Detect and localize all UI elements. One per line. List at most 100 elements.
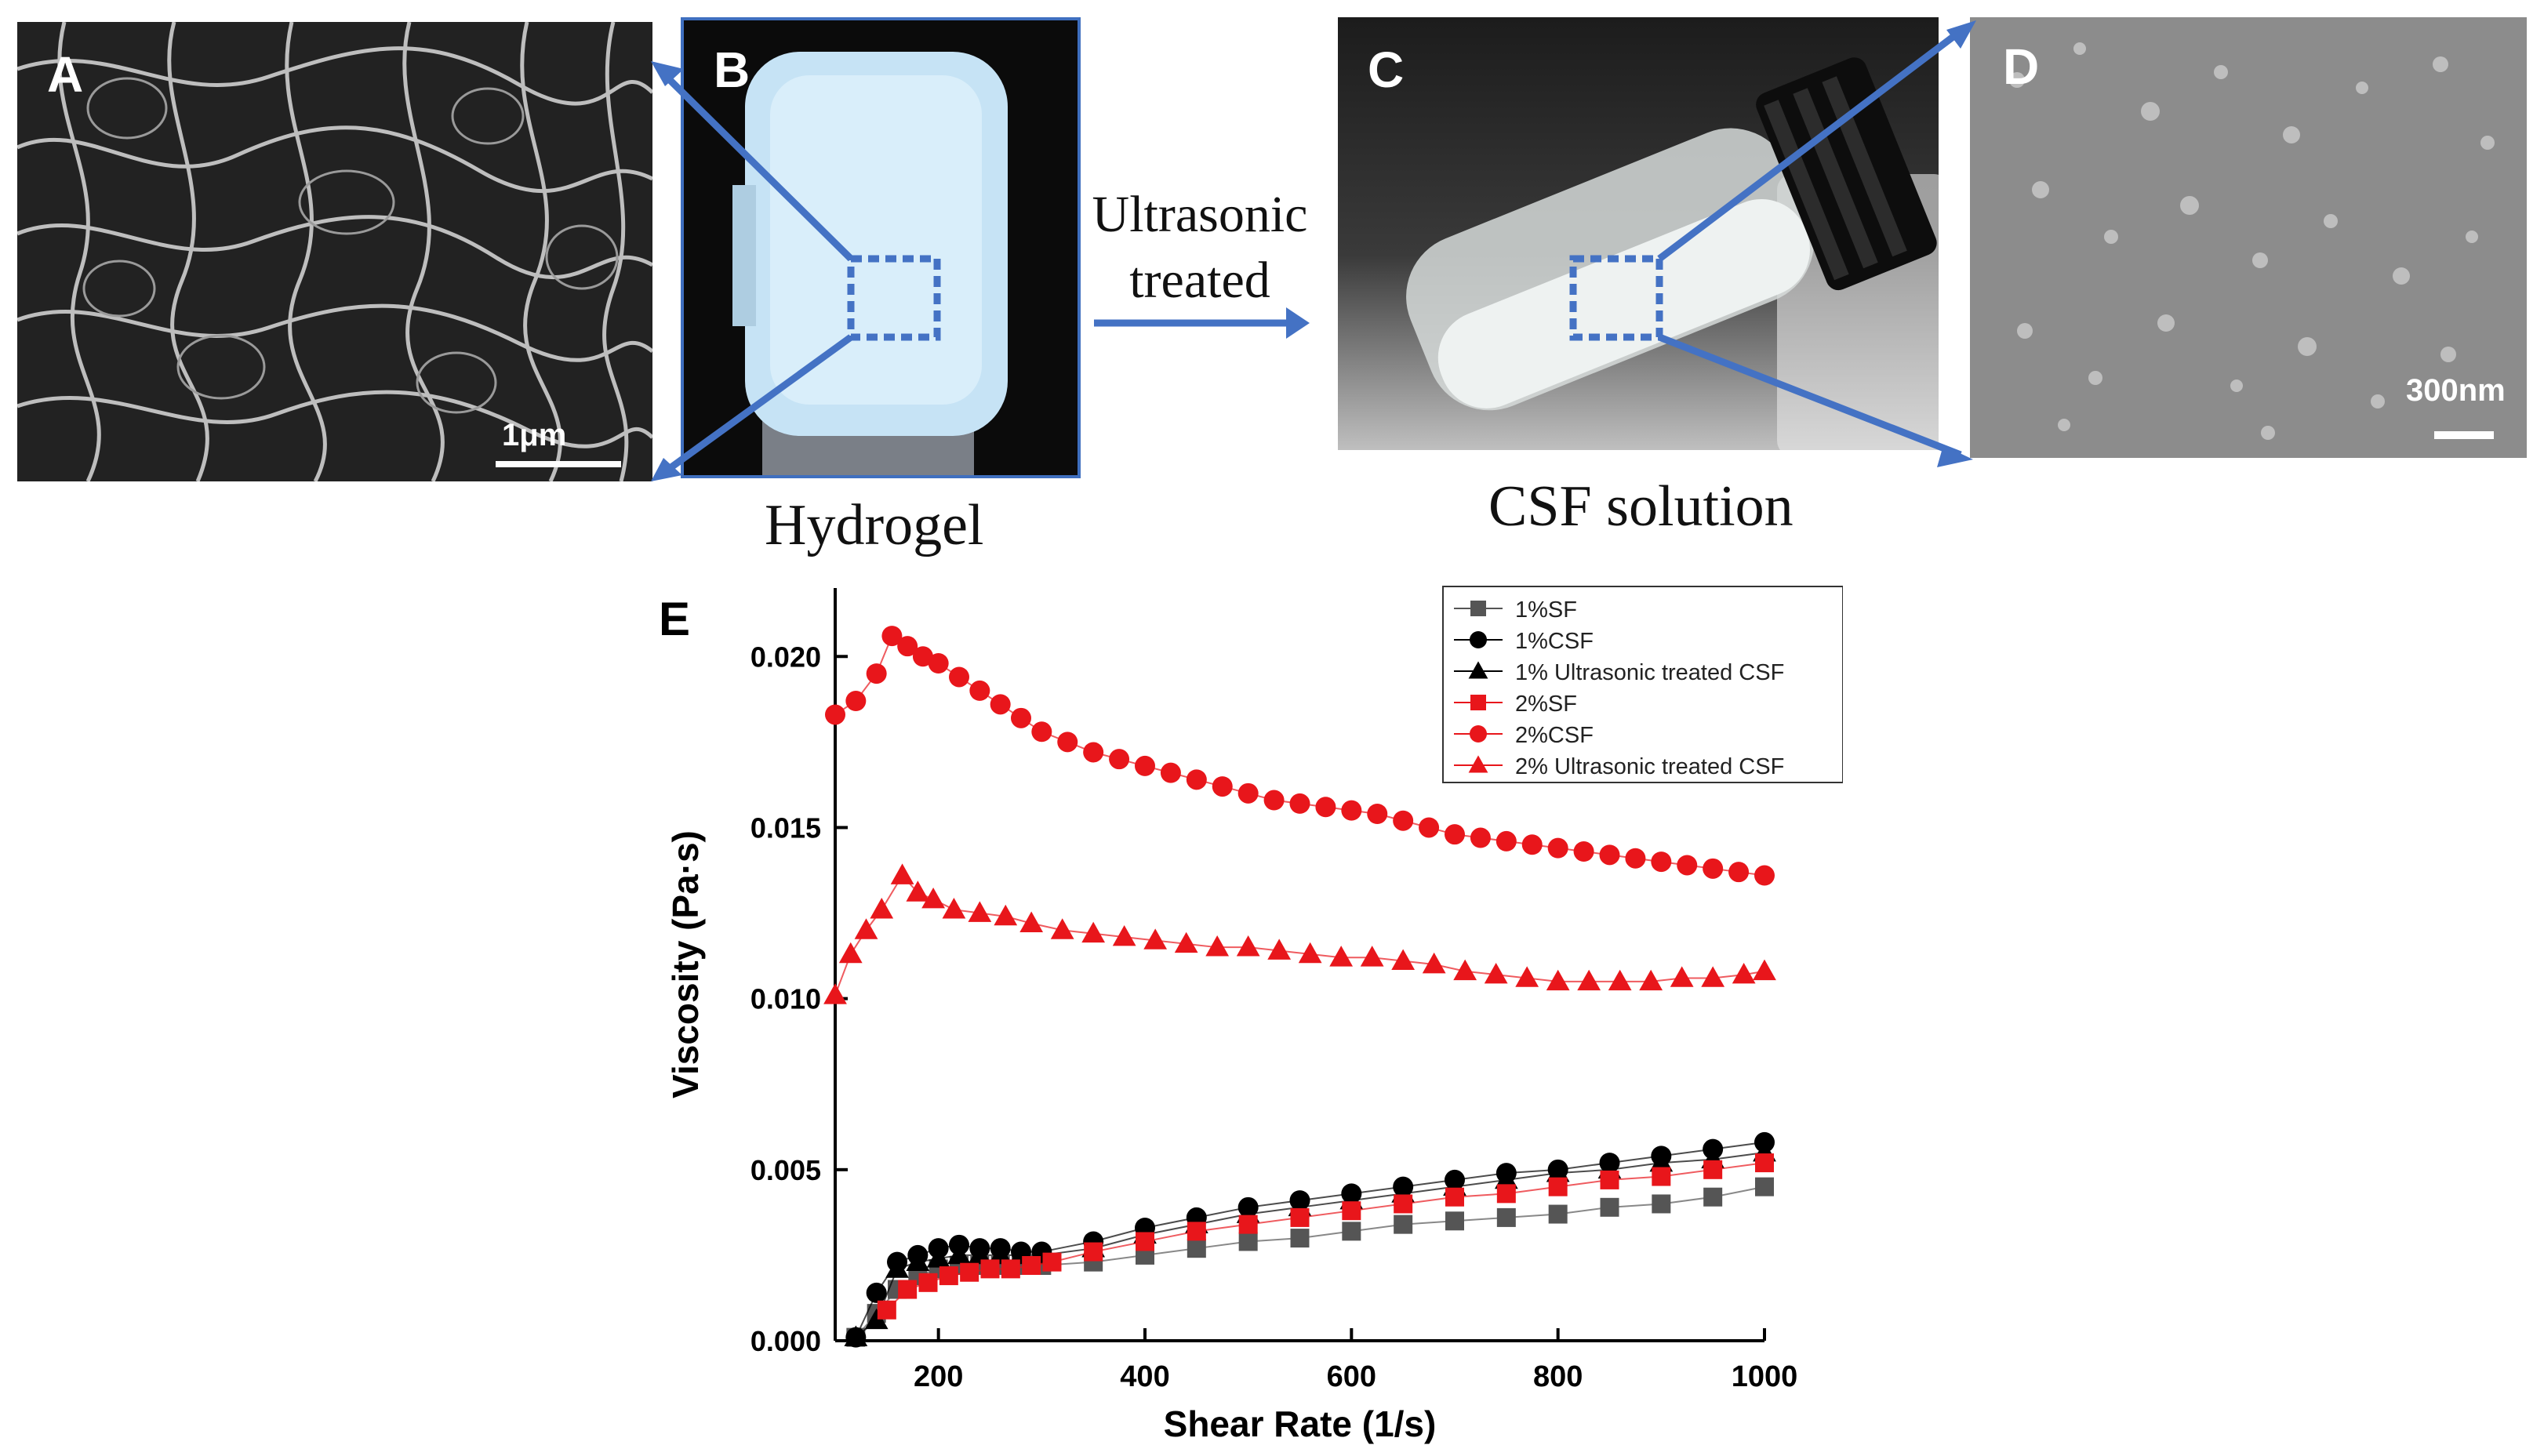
data-point — [960, 1262, 979, 1282]
x-tick-label: 1000 — [1732, 1360, 1798, 1393]
data-point — [1494, 1167, 1518, 1189]
data-point — [1205, 935, 1230, 957]
data-point — [1703, 1160, 1723, 1179]
data-point — [1367, 804, 1388, 824]
legend-entry: 2% Ultrasonic treated CSF — [1515, 754, 1784, 779]
data-point — [1186, 769, 1207, 790]
data-point — [1496, 1207, 1516, 1227]
y-axis-label: Viscosity (Pa·s) — [665, 830, 706, 1098]
legend-marker — [1470, 695, 1486, 710]
data-point — [1546, 969, 1570, 991]
zoom-box-vial — [1569, 255, 1663, 341]
legend-marker — [1470, 601, 1486, 616]
panel-e-viscosity-chart: E 200 400 600 800 1000 0.000 0.005 0.010 0.015 0.… — [612, 565, 1844, 1451]
y-tick-label: 0.010 — [750, 983, 821, 1015]
data-point — [1143, 928, 1168, 949]
legend-entry: 1%SF — [1515, 597, 1577, 623]
data-point — [1422, 952, 1446, 974]
legend-box — [1442, 586, 1844, 783]
data-point — [1267, 939, 1292, 960]
data-point — [1084, 1242, 1103, 1262]
data-point — [1174, 931, 1198, 953]
zoom-indicators — [651, 20, 1976, 481]
data-point — [1057, 732, 1078, 753]
arrowhead-d-bottom — [1937, 445, 1973, 467]
data-point — [1496, 1184, 1516, 1204]
x-tick-label: 200 — [914, 1360, 963, 1393]
panel-b-hydrogel-photo: B — [681, 17, 1081, 478]
data-point — [1394, 1215, 1413, 1234]
data-point — [1187, 1222, 1206, 1241]
data-point — [1521, 834, 1543, 855]
data-point — [866, 1282, 887, 1303]
data-point — [1001, 1259, 1020, 1279]
data-point — [1755, 1177, 1774, 1196]
x-tick-label: 600 — [1327, 1360, 1376, 1393]
ultrasonic-treated-label: Ultrasonic treated — [1078, 182, 1321, 314]
data-point — [1391, 949, 1416, 970]
series-line-4 — [834, 634, 1765, 877]
sem-particles-graphic — [1970, 17, 2527, 458]
panel-d-sem-image: D 300nm — [1970, 17, 2527, 458]
data-point — [825, 704, 845, 725]
data-point — [1160, 762, 1181, 783]
legend-entry: 1% Ultrasonic treated CSF — [1515, 660, 1784, 685]
data-point — [912, 646, 933, 667]
data-point — [1470, 827, 1491, 848]
data-point — [1238, 1215, 1258, 1234]
arrow-label-text: Ultrasonic treated — [1092, 186, 1308, 309]
hydrogel-caption: Hydrogel — [765, 493, 984, 557]
data-point — [1445, 1187, 1464, 1207]
data-point — [1703, 1187, 1723, 1207]
data-point — [1083, 742, 1104, 763]
data-point — [968, 1243, 992, 1265]
zoom-line-d-top — [1657, 25, 1967, 262]
data-point — [1135, 755, 1155, 776]
data-point — [1652, 1167, 1671, 1186]
data-point — [969, 680, 990, 701]
data-point — [1547, 837, 1568, 859]
data-point — [1600, 1197, 1619, 1217]
legend-marker — [1470, 725, 1487, 743]
data-point — [1677, 855, 1698, 876]
panel-d-scale-label: 300nm — [2406, 373, 2506, 408]
data-point — [1394, 1194, 1413, 1214]
data-point — [1290, 1229, 1310, 1248]
data-point — [1548, 1204, 1568, 1224]
panel-c-label: C — [1368, 42, 1405, 98]
data-point — [1639, 969, 1663, 991]
data-point — [968, 901, 992, 922]
data-point — [1050, 918, 1074, 939]
data-point — [1599, 844, 1620, 866]
data-point — [1011, 707, 1031, 728]
data-point — [1484, 962, 1508, 984]
zoom-box-hydrogel — [847, 255, 941, 341]
data-point — [897, 636, 918, 657]
data-point — [918, 1273, 938, 1292]
data-point — [980, 1259, 1000, 1279]
data-point — [1212, 776, 1233, 797]
y-tick-label: 0.015 — [750, 812, 821, 844]
data-point — [890, 863, 914, 884]
legend-marker — [1468, 755, 1488, 773]
legend-marker — [1468, 661, 1488, 679]
data-point — [1445, 1211, 1464, 1231]
legend-entry: 1%CSF — [1515, 629, 1594, 654]
series-line-5 — [834, 873, 1765, 996]
data-point — [1649, 1150, 1674, 1172]
data-point — [870, 898, 894, 919]
legend-marker — [1470, 631, 1487, 648]
data-point — [1022, 1256, 1041, 1275]
data-point — [1670, 966, 1694, 987]
fiber-network-graphic — [17, 22, 652, 481]
data-point — [1329, 946, 1354, 967]
data-point — [1625, 848, 1646, 869]
data-point — [1290, 1207, 1310, 1227]
x-tick-label: 400 — [1120, 1360, 1169, 1393]
hydrogel-graphic — [684, 20, 1078, 475]
data-point — [1341, 800, 1362, 821]
y-tick-label: 0.005 — [750, 1154, 821, 1186]
data-point — [864, 1308, 889, 1330]
arrowhead-d-top — [1946, 20, 1976, 49]
data-point — [947, 1243, 971, 1265]
